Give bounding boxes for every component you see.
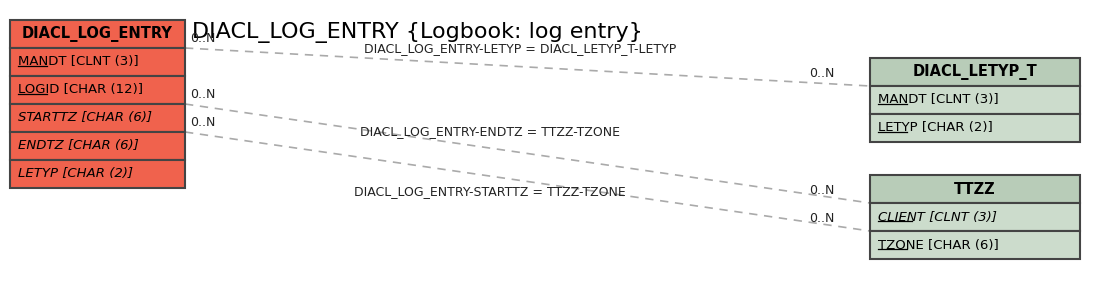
Bar <box>10 160 185 188</box>
Text: 0..N: 0..N <box>190 88 215 101</box>
Text: STARTTZ [CHAR (6)]: STARTTZ [CHAR (6)] <box>18 112 152 125</box>
Bar <box>10 104 185 132</box>
Text: DIACL_LOG_ENTRY: DIACL_LOG_ENTRY <box>22 26 173 42</box>
Text: ENDTZ [CHAR (6)]: ENDTZ [CHAR (6)] <box>18 140 139 153</box>
Text: LETYP [CHAR (2)]: LETYP [CHAR (2)] <box>878 122 992 134</box>
Bar <box>870 175 1080 203</box>
Bar <box>870 231 1080 259</box>
Bar <box>10 76 185 104</box>
Bar <box>10 132 185 160</box>
Text: MANDT [CLNT (3)]: MANDT [CLNT (3)] <box>878 94 999 106</box>
Text: LETYP [CHAR (2)]: LETYP [CHAR (2)] <box>18 168 132 181</box>
Text: 0..N: 0..N <box>190 116 215 129</box>
Text: CLIENT [CLNT (3)]: CLIENT [CLNT (3)] <box>878 210 997 223</box>
Text: 0..N: 0..N <box>809 184 835 197</box>
Text: DIACL_LETYP_T: DIACL_LETYP_T <box>913 64 1038 80</box>
Text: DIACL_LOG_ENTRY-LETYP = DIACL_LETYP_T-LETYP: DIACL_LOG_ENTRY-LETYP = DIACL_LETYP_T-LE… <box>364 42 676 55</box>
Text: DIACL_LOG_ENTRY-STARTTZ = TTZZ-TZONE: DIACL_LOG_ENTRY-STARTTZ = TTZZ-TZONE <box>354 185 626 198</box>
Text: TTZZ: TTZZ <box>954 181 996 196</box>
Bar <box>10 20 185 48</box>
Bar <box>10 48 185 76</box>
Text: 0..N: 0..N <box>809 67 835 80</box>
Bar <box>870 203 1080 231</box>
Text: 0..N: 0..N <box>190 32 215 45</box>
Text: MANDT [CLNT (3)]: MANDT [CLNT (3)] <box>18 56 139 68</box>
Bar <box>870 58 1080 86</box>
Text: DIACL_LOG_ENTRY-ENDTZ = TTZZ-TZONE: DIACL_LOG_ENTRY-ENDTZ = TTZZ-TZONE <box>360 125 620 138</box>
Text: LOGID [CHAR (12)]: LOGID [CHAR (12)] <box>18 84 144 96</box>
Text: 0..N: 0..N <box>809 212 835 225</box>
Text: SAP ABAP table DIACL_LOG_ENTRY {Logbook: log entry}: SAP ABAP table DIACL_LOG_ENTRY {Logbook:… <box>12 22 643 43</box>
Bar <box>870 86 1080 114</box>
Text: TZONE [CHAR (6)]: TZONE [CHAR (6)] <box>878 239 999 251</box>
Bar <box>870 114 1080 142</box>
